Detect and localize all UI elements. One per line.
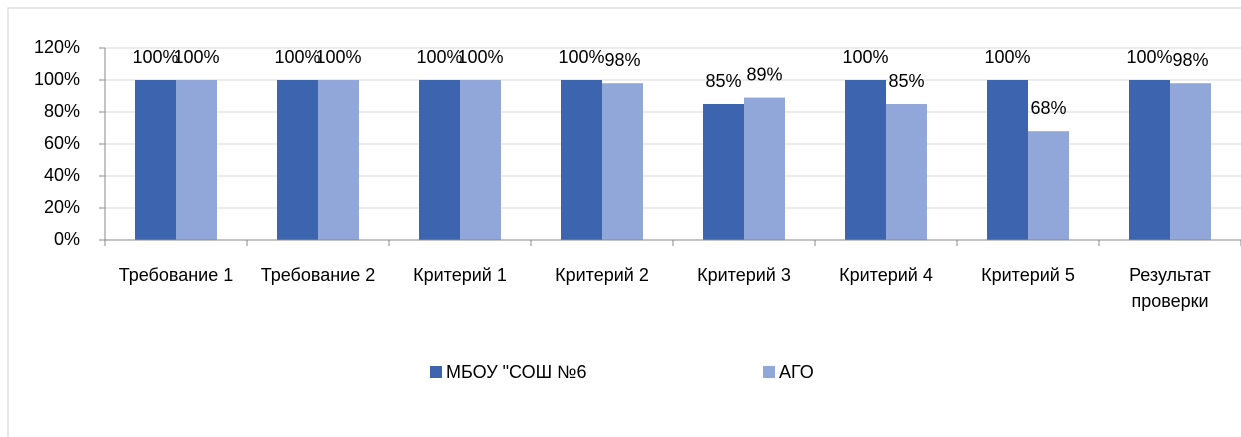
- y-tick-label: 60%: [44, 133, 80, 153]
- value-label: 100%: [416, 47, 462, 67]
- chart-border: [7, 7, 1241, 437]
- bar: [1028, 131, 1069, 240]
- value-label: 100%: [842, 47, 888, 67]
- bar: [744, 97, 785, 240]
- y-tick-label: 0%: [54, 229, 80, 249]
- bar: [318, 80, 359, 240]
- value-label: 100%: [274, 47, 320, 67]
- bar: [460, 80, 501, 240]
- legend-swatch: [430, 366, 442, 378]
- value-label: 68%: [1030, 98, 1066, 118]
- y-tick-label: 100%: [34, 69, 80, 89]
- legend-label: АГО: [779, 362, 814, 382]
- value-label: 85%: [705, 71, 741, 91]
- bar: [845, 80, 886, 240]
- bar: [1170, 83, 1211, 240]
- bar: [419, 80, 460, 240]
- value-label: 98%: [604, 50, 640, 70]
- value-label: 100%: [984, 47, 1030, 67]
- x-tick-label: Требование 2: [260, 265, 376, 285]
- bar: [135, 80, 176, 240]
- x-tick-label: Критерий 1: [413, 265, 507, 285]
- value-label: 98%: [1172, 50, 1208, 70]
- value-label: 89%: [746, 64, 782, 84]
- bar: [176, 80, 217, 240]
- bar: [987, 80, 1028, 240]
- value-label: 85%: [888, 71, 924, 91]
- value-label: 100%: [1126, 47, 1172, 67]
- bar: [703, 104, 744, 240]
- bar: [886, 104, 927, 240]
- value-label: 100%: [315, 47, 361, 67]
- bar: [1129, 80, 1170, 240]
- y-tick-label: 40%: [44, 165, 80, 185]
- bar: [277, 80, 318, 240]
- x-tick-label: Результат проверки: [1129, 265, 1211, 311]
- x-tick-label: Критерий 4: [839, 265, 933, 285]
- legend-swatch: [763, 366, 775, 378]
- value-label: 100%: [132, 47, 178, 67]
- value-label: 100%: [457, 47, 503, 67]
- bar: [602, 83, 643, 240]
- y-tick-label: 20%: [44, 197, 80, 217]
- x-tick-label: Требование 1: [118, 265, 234, 285]
- x-tick-label: Критерий 5: [981, 265, 1075, 285]
- value-label: 100%: [173, 47, 219, 67]
- y-tick-label: 80%: [44, 101, 80, 121]
- x-tick-label: Критерий 3: [697, 265, 791, 285]
- y-tick-label: 120%: [34, 37, 80, 57]
- value-label: 100%: [558, 47, 604, 67]
- x-tick-label: Критерий 2: [555, 265, 649, 285]
- bar: [561, 80, 602, 240]
- legend-label: МБОУ "СОШ №6: [446, 362, 586, 382]
